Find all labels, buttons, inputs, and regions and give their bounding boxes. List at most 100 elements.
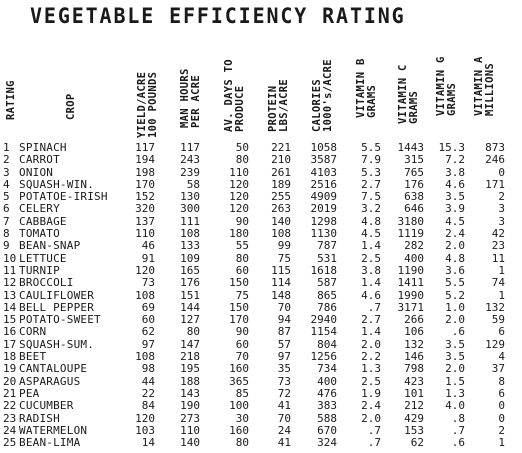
- protein-cell: 94: [277, 313, 291, 327]
- man-hours-cell: 151: [180, 288, 200, 302]
- man-hours-cell: 110: [180, 423, 200, 437]
- crop-cell: POTATOE-IRISH: [19, 190, 108, 204]
- rank-cell: 6: [3, 202, 10, 216]
- vitamin-c-cell: 62: [410, 436, 424, 450]
- header-crop-line1: CROP: [65, 93, 77, 121]
- man-hours-cell: 109: [180, 251, 200, 265]
- protein-cell: 115: [271, 263, 291, 277]
- vitamin-a-cell: 42: [491, 227, 505, 241]
- days-cell: 100: [229, 399, 249, 413]
- man-hours-cell: 130: [180, 190, 200, 204]
- header-yield-line2: 100 POUNDS: [147, 71, 159, 138]
- vitamin-c-cell: 315: [404, 153, 424, 167]
- calories-cell: 1130: [310, 227, 338, 241]
- crop-cell: BROCCOLI: [19, 276, 74, 290]
- rank-cell: 23: [3, 411, 17, 425]
- crop-cell: BEAN-LIMA: [19, 436, 81, 450]
- vitamin-b-cell: 3.8: [361, 263, 381, 277]
- protein-cell: 261: [271, 165, 291, 179]
- vitamin-c-cell: 282: [404, 239, 424, 253]
- vitamin-a-cell: 2: [498, 423, 505, 437]
- vitamin-a-cell: 11: [491, 251, 505, 265]
- yield-cell: 14: [141, 436, 155, 450]
- vitamin-c-cell: 101: [404, 386, 424, 400]
- man-hours-cell: 218: [180, 350, 200, 364]
- vitamin-c-cell: 1990: [397, 288, 425, 302]
- vitamin-c-cell: 765: [404, 165, 424, 179]
- crop-cell: BELL PEPPER: [19, 300, 95, 314]
- vitamin-b-cell: 4.5: [361, 227, 381, 241]
- vitamin-a-cell: 0: [498, 411, 505, 425]
- vitamin-b-cell: 2.7: [361, 313, 381, 327]
- rank-cell: 18: [3, 350, 17, 364]
- header-protein: PROTEIN LBS/ACRE: [267, 79, 290, 132]
- days-cell: 150: [229, 300, 249, 314]
- header-vitamin-c: VITAMIN C GRAMS: [397, 64, 420, 124]
- yield-cell: 98: [141, 362, 155, 376]
- yield-cell: 97: [141, 337, 155, 351]
- crop-cell: SQUASH-SUM.: [19, 337, 95, 351]
- yield-cell: 194: [135, 153, 155, 167]
- vitamin-b-cell: 7.9: [361, 153, 381, 167]
- vitamin-a-cell: 74: [491, 276, 505, 290]
- header-man-hours-line2: PER ACRE: [190, 75, 202, 128]
- crop-cell: CANTALOUPE: [19, 362, 88, 376]
- vitamin-b-cell: 1.4: [361, 276, 381, 290]
- calories-cell: 2940: [310, 313, 338, 327]
- man-hours-cell: 143: [180, 386, 200, 400]
- vitamin-b-cell: 3.2: [361, 202, 381, 216]
- protein-cell: 70: [277, 411, 291, 425]
- rank-cell: 17: [3, 337, 17, 351]
- protein-cell: 72: [277, 386, 291, 400]
- crop-cell: SQUASH-WIN.: [19, 177, 95, 191]
- yield-cell: 320: [135, 202, 155, 216]
- man-hours-cell: 165: [180, 263, 200, 277]
- header-protein-line2: LBS/ACRE: [278, 79, 290, 132]
- vitamin-b-cell: .7: [367, 436, 381, 450]
- protein-cell: 24: [277, 423, 291, 437]
- days-cell: 80: [235, 251, 249, 265]
- yield-cell: 44: [141, 374, 155, 388]
- yield-cell: 84: [141, 399, 155, 413]
- vitamin-a-cell: 37: [491, 362, 505, 376]
- calories-cell: 1298: [310, 214, 338, 228]
- vitamin-g-cell: .7: [451, 423, 465, 437]
- crop-cell: BEAN-SNAP: [19, 239, 81, 253]
- vitamin-b-cell: 1.4: [361, 239, 381, 253]
- rank-cell: 12: [3, 276, 17, 290]
- vitamin-b-cell: 2.5: [361, 374, 381, 388]
- vitamin-b-cell: 5.5: [361, 141, 381, 154]
- vitamin-a-cell: 1: [498, 263, 505, 277]
- vitamin-g-cell: 3.8: [445, 165, 465, 179]
- vitamin-g-cell: 2.4: [445, 227, 465, 241]
- rank-cell: 22: [3, 399, 17, 413]
- man-hours-cell: 239: [180, 165, 200, 179]
- man-hours-cell: 195: [180, 362, 200, 376]
- calories-cell: 1256: [310, 350, 338, 364]
- yield-cell: 22: [141, 386, 155, 400]
- vitamin-g-cell: 3.9: [445, 202, 465, 216]
- protein-cell: 70: [277, 300, 291, 314]
- calories-cell: 787: [317, 239, 337, 253]
- days-cell: 90: [235, 325, 249, 339]
- vitamin-a-cell: 23: [491, 239, 505, 253]
- man-hours-cell: 133: [180, 239, 200, 253]
- vitamin-c-cell: 176: [404, 177, 424, 191]
- crop-cell: ASPARAGUS: [19, 374, 81, 388]
- vitamin-g-cell: 1.5: [445, 374, 465, 388]
- protein-cell: 87: [277, 325, 291, 339]
- protein-cell: 41: [277, 399, 291, 413]
- vitamin-c-cell: 638: [404, 190, 424, 204]
- calories-cell: 4103: [310, 165, 338, 179]
- man-hours-cell: 108: [180, 227, 200, 241]
- vitamin-b-cell: 2.0: [361, 411, 381, 425]
- vitamin-c-cell: 1443: [397, 141, 425, 154]
- calories-cell: 786: [317, 300, 337, 314]
- crop-cell: CAULIFLOWER: [19, 288, 95, 302]
- protein-cell: 114: [271, 276, 291, 290]
- vitamin-b-cell: 2.2: [361, 350, 381, 364]
- days-cell: 30: [235, 411, 249, 425]
- protein-cell: 140: [271, 214, 291, 228]
- header-vitamin-a-line2: MILLIONS: [484, 63, 496, 116]
- days-cell: 150: [229, 276, 249, 290]
